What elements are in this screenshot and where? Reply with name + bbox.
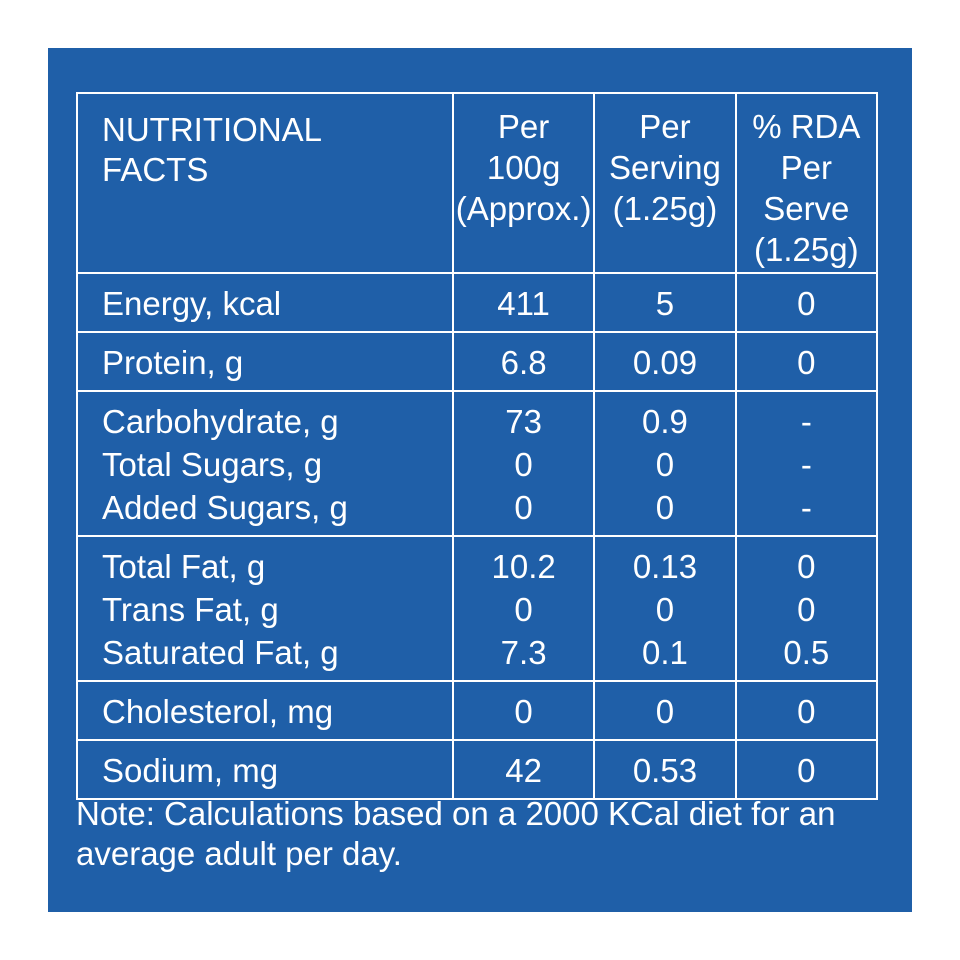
per-100g-cell: 42 <box>451 739 596 800</box>
rda-value: - <box>800 446 812 483</box>
header-line: 100g <box>486 149 561 186</box>
per-100g-value: 7.3 <box>500 634 547 671</box>
table-row: Total Fat, g Trans Fat, g Saturated Fat, g… <box>76 535 879 682</box>
table-row: Carbohydrate, g Total Sugars, g Added Suga… <box>76 390 879 537</box>
per-serving-value: 0.53 <box>632 752 698 789</box>
rda-value: 0 <box>797 752 816 789</box>
footnote: Note: Calculations based on a 2000 KCal … <box>76 794 876 874</box>
footnote-line: Note: Calculations based on a 2000 KCal … <box>76 795 836 832</box>
per-serving-cell: 0.53 <box>593 739 737 800</box>
nutrient-name-cell: Energy, kcal <box>76 272 454 333</box>
header-line: (Approx.) <box>455 190 592 227</box>
nutrient-name: Total Fat, g <box>102 548 266 585</box>
header-line: Serving <box>609 149 721 186</box>
header-line: Serve <box>763 190 850 227</box>
per-serving-value: 0.13 <box>632 548 698 585</box>
per-serving-value: 5 <box>655 285 675 322</box>
nutrient-name-cell: Carbohydrate, g Total Sugars, g Added Suga… <box>76 390 454 537</box>
nutrient-name-cell: Cholesterol, mg <box>76 680 454 741</box>
nutrient-name: Cholesterol, mg <box>102 693 334 730</box>
header-per-serving: Per Serving (1.25g) <box>593 92 737 274</box>
nutrient-name-cell: Sodium, mg <box>76 739 454 800</box>
rda-value: 0 <box>797 591 816 628</box>
table-header-row: NUTRITIONAL FACTS Per 100g (Approx.) Per… <box>76 92 879 274</box>
per-serving-value: 0.9 <box>642 403 688 440</box>
per-100g-value: 73 <box>505 403 542 440</box>
nutrition-table: NUTRITIONAL FACTS Per 100g (Approx.) Per… <box>76 92 879 800</box>
table-row: Sodium, mg 42 0.53 0 <box>76 739 879 800</box>
rda-cell: 0 <box>734 331 879 392</box>
header-line: Per <box>497 108 550 145</box>
per-100g-value: 0 <box>514 693 533 730</box>
per-serving-value: 0 <box>655 446 675 483</box>
rda-cell: 0 <box>734 272 879 333</box>
nutrient-name: Carbohydrate, g <box>102 403 339 440</box>
footnote-line: average adult per day. <box>76 835 402 872</box>
per-serving-cell: 0.09 <box>593 331 737 392</box>
rda-cell: 0 <box>734 680 879 741</box>
rda-cell: - - - <box>734 390 879 537</box>
per-serving-cell: 5 <box>593 272 737 333</box>
nutrient-name: Trans Fat, g <box>102 591 279 628</box>
per-serving-cell: 0 <box>593 680 737 741</box>
per-100g-cell: 10.2 0 7.3 <box>451 535 596 682</box>
rda-value: - <box>800 489 812 526</box>
header-per-100g: Per 100g (Approx.) <box>451 92 596 274</box>
header-title-line: FACTS <box>102 151 209 188</box>
per-100g-value: 0 <box>514 591 533 628</box>
header-line: % RDA <box>752 108 861 145</box>
per-serving-value: 0.09 <box>632 344 698 381</box>
per-100g-cell: 0 <box>451 680 596 741</box>
nutrient-name: Energy, kcal <box>102 285 282 322</box>
header-line: Per <box>639 108 691 145</box>
rda-value: 0 <box>797 693 816 730</box>
rda-value: 0 <box>797 344 816 381</box>
per-100g-value: 6.8 <box>500 344 547 381</box>
per-100g-cell: 73 0 0 <box>451 390 596 537</box>
rda-value: - <box>800 403 812 440</box>
per-100g-value: 42 <box>505 752 542 789</box>
rda-value: 0.5 <box>783 634 830 671</box>
per-serving-value: 0 <box>655 693 675 730</box>
header-line: (1.25g) <box>754 231 859 268</box>
table-row: Protein, g 6.8 0.09 0 <box>76 331 879 392</box>
per-serving-value: 0 <box>655 591 675 628</box>
header-line: Per <box>780 149 832 186</box>
per-100g-cell: 411 <box>451 272 596 333</box>
per-serving-cell: 0.9 0 0 <box>593 390 737 537</box>
nutrient-name: Added Sugars, g <box>102 489 348 526</box>
nutrient-name-cell: Protein, g <box>76 331 454 392</box>
per-100g-cell: 6.8 <box>451 331 596 392</box>
per-100g-value: 411 <box>497 285 550 322</box>
per-100g-value: 0 <box>514 446 533 483</box>
rda-cell: 0 0 0.5 <box>734 535 879 682</box>
per-100g-value: 0 <box>514 489 533 526</box>
table-row: Energy, kcal 411 5 0 <box>76 272 879 333</box>
rda-value: 0 <box>797 285 816 322</box>
nutrient-name: Saturated Fat, g <box>102 634 339 671</box>
nutrient-name: Total Sugars, g <box>102 446 323 483</box>
header-title-line: NUTRITIONAL <box>102 111 323 148</box>
rda-value: 0 <box>797 548 816 585</box>
table-row: Cholesterol, mg 0 0 0 <box>76 680 879 741</box>
nutrition-panel: NUTRITIONAL FACTS Per 100g (Approx.) Per… <box>48 48 912 912</box>
per-serving-value: 0 <box>655 489 675 526</box>
nutrient-name: Sodium, mg <box>102 752 279 789</box>
per-serving-value: 0.1 <box>642 634 688 671</box>
nutrient-name-cell: Total Fat, g Trans Fat, g Saturated Fat, g <box>76 535 454 682</box>
nutrient-name: Protein, g <box>102 344 244 381</box>
header-rda: % RDA Per Serve (1.25g) <box>734 92 879 274</box>
header-title: NUTRITIONAL FACTS <box>76 92 454 274</box>
per-100g-value: 10.2 <box>491 548 556 585</box>
rda-cell: 0 <box>734 739 879 800</box>
header-line: (1.25g) <box>612 190 718 227</box>
per-serving-cell: 0.13 0 0.1 <box>593 535 737 682</box>
